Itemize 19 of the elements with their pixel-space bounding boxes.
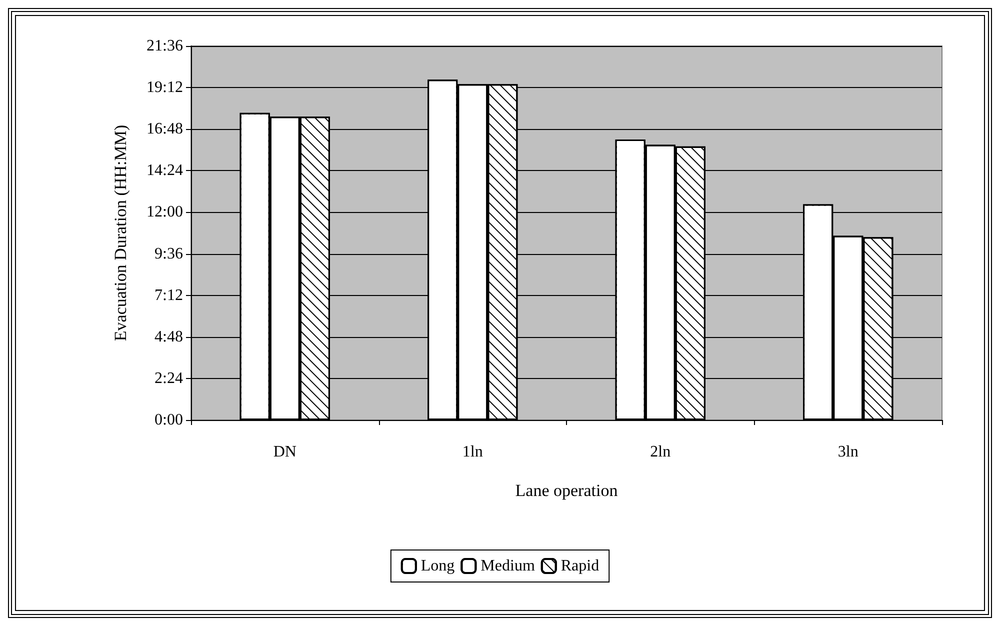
x-tick-label: DN xyxy=(273,444,297,460)
y-tick-label: 7:12 xyxy=(154,286,183,304)
legend-label: Long xyxy=(420,558,455,574)
y-tick-label: 21:36 xyxy=(146,38,183,54)
y-tick-label: 9:36 xyxy=(154,245,183,262)
x-tick-label: 3ln xyxy=(838,444,858,460)
legend-label: Rapid xyxy=(560,558,600,574)
y-tick-label: 16:48 xyxy=(146,120,183,138)
y-tick-label: 14:24 xyxy=(146,162,183,180)
legend-label: Medium xyxy=(480,558,536,574)
y-tick-label: 19:12 xyxy=(146,79,183,96)
y-tick-label: 4:48 xyxy=(154,328,183,346)
y-tick-label: 12:00 xyxy=(146,204,183,221)
y-tick-label: 0:00 xyxy=(154,412,183,428)
x-axis-title: Lane operation xyxy=(515,481,618,500)
y-axis-title: Evacuation Duration (HH:MM) xyxy=(111,124,130,342)
y-tick-label: 2:24 xyxy=(154,370,183,387)
x-tick-label: 2ln xyxy=(650,444,671,460)
x-tick-label: 1ln xyxy=(462,444,483,460)
